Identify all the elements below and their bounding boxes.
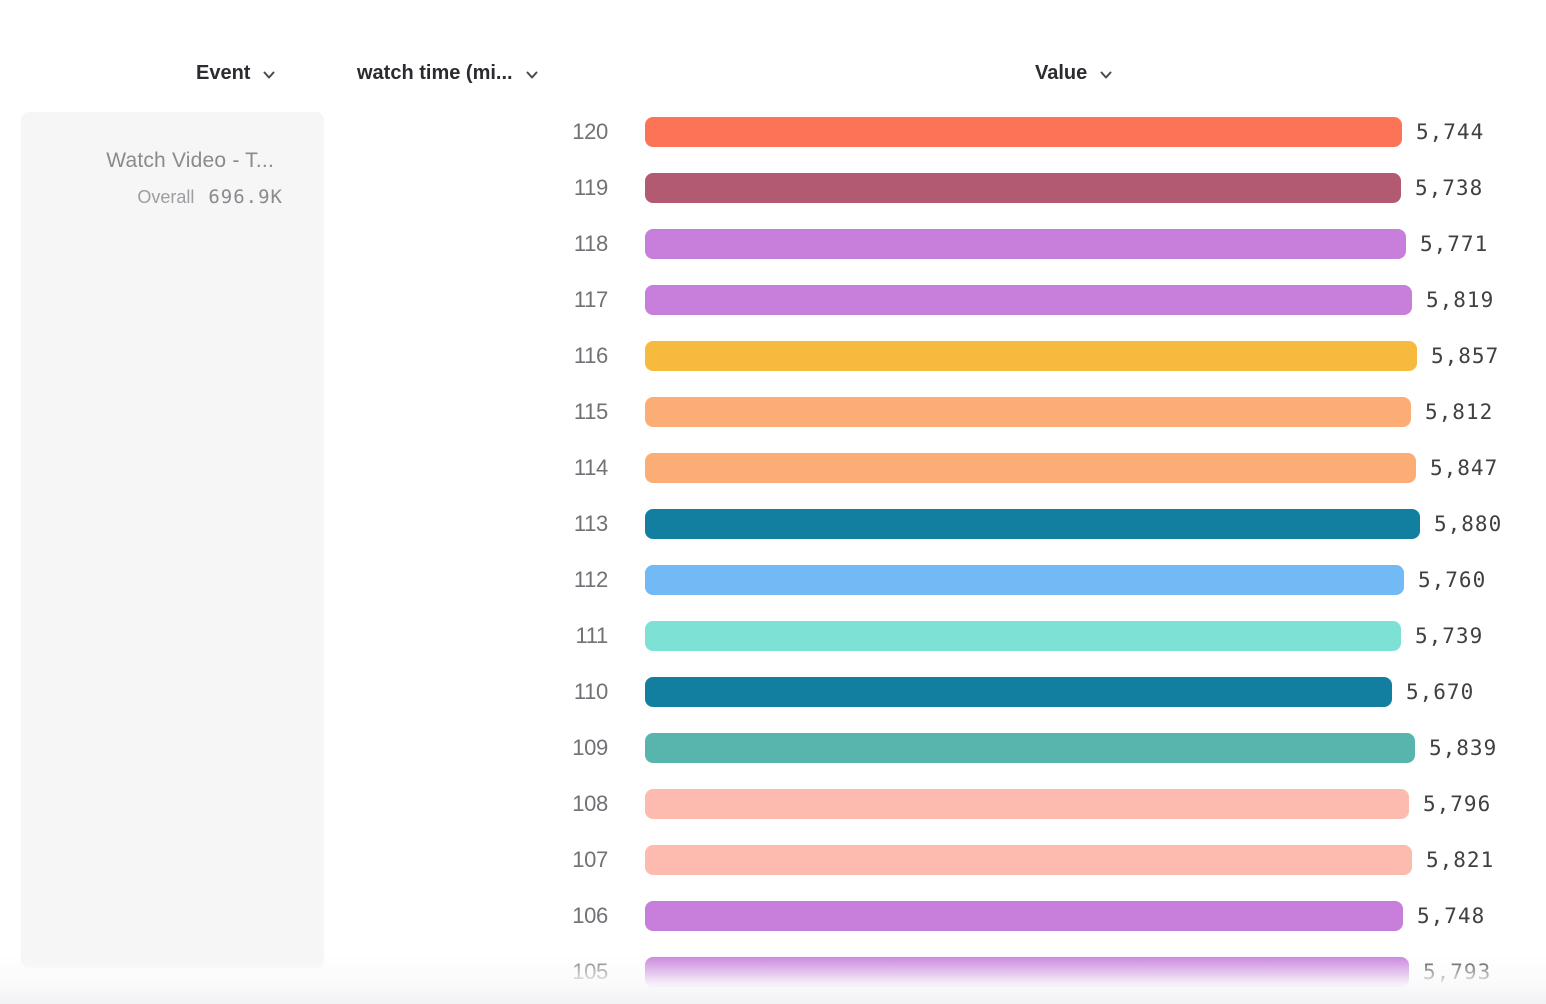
chart-row: 107 5,821 [0,845,1546,875]
bar-value-label: 5,793 [1423,960,1492,984]
bar[interactable] [645,285,1412,315]
bar-value-label: 5,880 [1434,512,1503,536]
bar[interactable] [645,117,1402,147]
bar[interactable] [645,565,1404,595]
bar[interactable] [645,173,1401,203]
category-label: 113 [573,511,608,536]
bar-value-label: 5,771 [1420,232,1489,256]
bar-value-label: 5,796 [1423,792,1492,816]
category-label: 114 [573,455,608,480]
chart-row: 105 5,793 [0,957,1546,987]
value-column-header[interactable]: Value [1035,57,1114,89]
bar[interactable] [645,453,1416,483]
chart-row: 112 5,760 [0,565,1546,595]
bar[interactable] [645,845,1412,875]
category-label: 109 [572,735,608,760]
category-label: 119 [573,175,608,200]
bar-value-label: 5,739 [1415,624,1484,648]
chart-row: 117 5,819 [0,285,1546,315]
bar[interactable] [645,677,1392,707]
category-label: 107 [572,847,608,872]
chart-row: 111 5,739 [0,621,1546,651]
chart-row: 110 5,670 [0,677,1546,707]
category-label: 112 [573,567,608,592]
category-label: 106 [572,903,608,928]
bar-value-label: 5,839 [1429,736,1498,760]
chart-row: 116 5,857 [0,341,1546,371]
bar[interactable] [645,621,1401,651]
event-overall-row: Overall 696.9K [137,186,283,208]
chart-row: 118 5,771 [0,229,1546,259]
bar-value-label: 5,857 [1431,344,1500,368]
bar-value-label: 5,738 [1415,176,1484,200]
bar-value-label: 5,812 [1425,400,1494,424]
event-column-header[interactable]: Event [196,57,277,89]
chart-row: 113 5,880 [0,509,1546,539]
category-label: 120 [572,119,608,144]
chart-row: 114 5,847 [0,453,1546,483]
bar[interactable] [645,397,1411,427]
bar-value-label: 5,819 [1426,288,1495,312]
bar-value-label: 5,744 [1416,120,1485,144]
chart-row: 108 5,796 [0,789,1546,819]
category-label: 115 [573,399,608,424]
category-label: 108 [572,791,608,816]
watch-time-column-header[interactable]: watch time (mi... [357,57,540,89]
bar-value-label: 5,670 [1406,680,1475,704]
bar[interactable] [645,229,1406,259]
category-label: 110 [573,679,608,704]
event-title: Watch Video - T... [106,149,274,172]
bar-value-label: 5,760 [1418,568,1487,592]
bar[interactable] [645,509,1420,539]
value-column-label: Value [1035,61,1088,84]
bar[interactable] [645,789,1409,819]
event-column-label: Event [196,61,251,84]
chevron-down-icon [1100,71,1112,78]
bar-value-label: 5,821 [1426,848,1495,872]
chevron-down-icon [526,71,538,78]
watch-time-column-label: watch time (mi... [357,61,513,84]
overall-value: 696.9K [208,186,283,208]
chart-row: 106 5,748 [0,901,1546,931]
chart-row: 119 5,738 [0,173,1546,203]
chart-row: 120 5,744 [0,117,1546,147]
bar[interactable] [645,733,1415,763]
overall-label: Overall [137,187,195,207]
bar[interactable] [645,957,1409,987]
category-label: 118 [573,231,608,256]
event-card[interactable]: Watch Video - T... Overall 696.9K [21,112,324,968]
category-label: 117 [573,287,608,312]
category-label: 111 [575,623,608,648]
bar[interactable] [645,341,1417,371]
bar[interactable] [645,901,1403,931]
category-label: 116 [573,343,608,368]
chart-row: 115 5,812 [0,397,1546,427]
bar-value-label: 5,847 [1430,456,1499,480]
chart-row: 109 5,839 [0,733,1546,763]
category-label: 105 [572,959,608,984]
chevron-down-icon [263,71,275,78]
bar-value-label: 5,748 [1417,904,1486,928]
